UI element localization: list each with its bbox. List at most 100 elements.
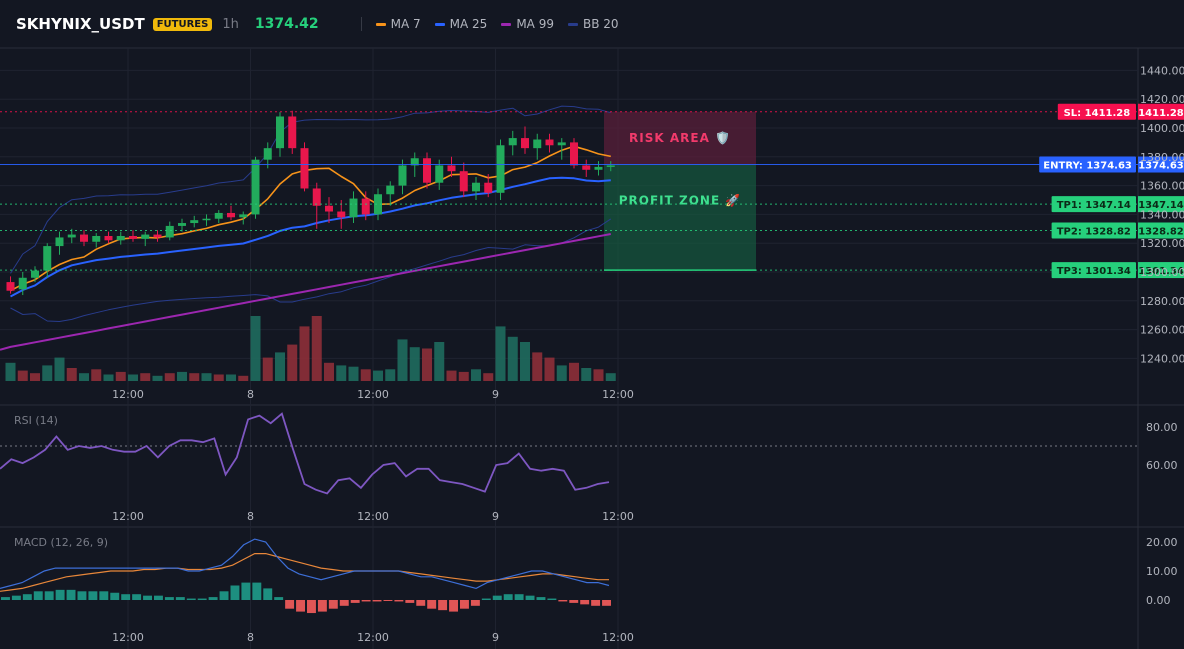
volume-bar (128, 374, 138, 381)
candle-body (31, 270, 39, 278)
ma25-label: MA 25 (449, 17, 488, 31)
ma99-label: MA 99 (516, 17, 554, 31)
macd-histogram-bar (22, 594, 32, 600)
volume-bar (324, 362, 334, 381)
macd-histogram-bar (569, 600, 579, 603)
candle-body (6, 282, 15, 291)
macd-histogram-bar (317, 600, 327, 612)
volume-bar (507, 336, 518, 381)
macd-histogram-bar (197, 598, 207, 600)
volume-bar (79, 373, 89, 381)
candle-body (533, 139, 542, 149)
price-line-tag-text: TP2: 1328.82 (1057, 226, 1131, 237)
macd-title: MACD (12, 26, 9) (14, 536, 108, 549)
price-line-tag (1051, 262, 1136, 279)
macd-histogram-bar (460, 600, 469, 609)
ma7-swatch (375, 22, 386, 26)
ma7-line (10, 145, 611, 292)
volume-bar (422, 348, 432, 381)
candle-body (594, 166, 603, 170)
time-tick-label: 9 (492, 388, 499, 401)
volume-bar (348, 366, 359, 381)
profit-zone-label: PROFIT ZONE 🚀 (619, 193, 742, 207)
macd-signal-line (0, 552, 609, 592)
symbol-name[interactable]: SKHYNIX_USDT (16, 15, 145, 33)
candle-body (447, 165, 456, 172)
price-axes: 1440.00 1420.00 1400.00 1380.00 1360.00 1340.… (112, 64, 1184, 644)
candle-body (472, 182, 480, 192)
macd-histogram-bar (580, 600, 590, 605)
legend-ma7[interactable]: MA 7 (375, 17, 421, 31)
macd-histogram-bar (339, 600, 349, 606)
candle-body (153, 234, 162, 238)
chart-header: SKHYNIX_USDT FUTURES 1h 1374.42 MA 7 MA … (0, 0, 1184, 48)
macd-histogram-bar (132, 594, 142, 600)
macd-histogram-bar (394, 600, 404, 602)
price-tick-label: 1360.00 (1140, 180, 1184, 193)
macd-histogram-bar (154, 595, 163, 600)
ma25-line (10, 176, 611, 298)
price-tick-label: 1320.00 (1140, 237, 1184, 250)
candle-body (276, 116, 284, 149)
price-tick-label: 1380.00 (1140, 151, 1184, 164)
volume-bar (311, 316, 322, 381)
rsi-title: RSI (14) (14, 414, 58, 427)
volume-bar (189, 373, 200, 381)
macd-histogram-bar (1, 597, 10, 600)
candle-body (508, 138, 517, 146)
ma99-swatch (501, 22, 512, 26)
legend-ma99[interactable]: MA 99 (501, 17, 554, 31)
candle-body (190, 220, 199, 224)
volume-bar (17, 370, 28, 381)
candle-body (251, 159, 260, 215)
candle-body (386, 185, 395, 195)
volume-bar (30, 373, 40, 381)
macd-histogram-bar (372, 600, 382, 602)
price-axis-tag (1138, 196, 1184, 213)
legend-bb20[interactable]: BB 20 (567, 17, 619, 31)
volume-bar (373, 370, 383, 381)
macd-histogram-bar (66, 589, 76, 600)
candle-body (398, 165, 407, 186)
time-tick-label: 8 (247, 510, 254, 523)
macd-histogram-bar (536, 597, 546, 600)
macd-histogram-bar (219, 591, 229, 600)
volume-bar (532, 352, 543, 381)
volume-bar (409, 347, 420, 381)
volume-bar (556, 365, 567, 381)
price-axis-tag-text: 1328.82 (1138, 226, 1184, 237)
volume-bar (177, 371, 187, 381)
volume-bar (226, 374, 236, 381)
price-axis-tag (1138, 222, 1184, 239)
profit-zone (604, 164, 756, 271)
ma99-line (0, 233, 611, 351)
volume-bar (54, 357, 65, 381)
volume-bar (605, 373, 616, 381)
candle-body (18, 277, 27, 290)
volume-bar (520, 342, 530, 381)
time-tick-label: 12:00 (602, 388, 634, 401)
macd-histogram-bar (44, 591, 54, 600)
header-divider (360, 17, 362, 31)
legend-ma25[interactable]: MA 25 (434, 17, 488, 31)
volume-bar (201, 373, 212, 381)
price-line-tag-text: ENTRY: 1374.63 (1043, 161, 1132, 172)
timeframe-label[interactable]: 1h (222, 16, 239, 32)
volume-bar (483, 373, 494, 381)
macd-histogram-bar (11, 595, 21, 600)
volume-bar (103, 374, 114, 381)
volume-bar (262, 357, 273, 381)
candle-body (570, 142, 578, 166)
rsi-pane: RSI (14) 80.00 60.00 (0, 412, 1178, 495)
time-tick-label: 8 (247, 388, 254, 401)
candle-body (459, 171, 468, 192)
volume-bar (115, 371, 126, 381)
candle-body (55, 237, 64, 247)
price-tick-label: 1340.00 (1140, 208, 1184, 221)
macd-histogram-bar (514, 594, 524, 600)
macd-histogram-bar (252, 582, 262, 600)
candle-body (374, 194, 382, 215)
volume-bar (66, 368, 77, 381)
candle-body (227, 212, 235, 218)
